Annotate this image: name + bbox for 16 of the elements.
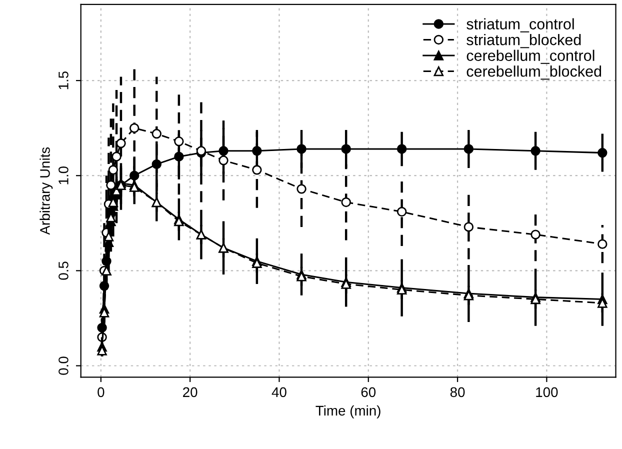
- x-tick-label: 0: [98, 387, 104, 398]
- x-tick-label: 60: [361, 387, 376, 398]
- x-tick-label: 40: [272, 387, 286, 398]
- y-axis-title: Arbitrary Units: [40, 147, 53, 235]
- x-tick-label: 80: [450, 387, 465, 398]
- x-tick-label: 100: [536, 387, 558, 398]
- legend-label: striatum_control: [466, 18, 574, 32]
- y-tick-label: 0.0: [58, 356, 68, 375]
- x-axis-title: Time (min): [316, 405, 380, 418]
- legend-label: cerebellum_blocked: [466, 66, 602, 80]
- x-tick-label: 20: [183, 387, 198, 398]
- y-tick-label: 1.0: [58, 166, 68, 184]
- y-tick-label: 1.5: [58, 71, 68, 90]
- legend-label: cerebellum_control: [466, 50, 594, 64]
- legend-label: striatum_blocked: [466, 34, 581, 48]
- y-tick-label: 0.5: [58, 262, 68, 280]
